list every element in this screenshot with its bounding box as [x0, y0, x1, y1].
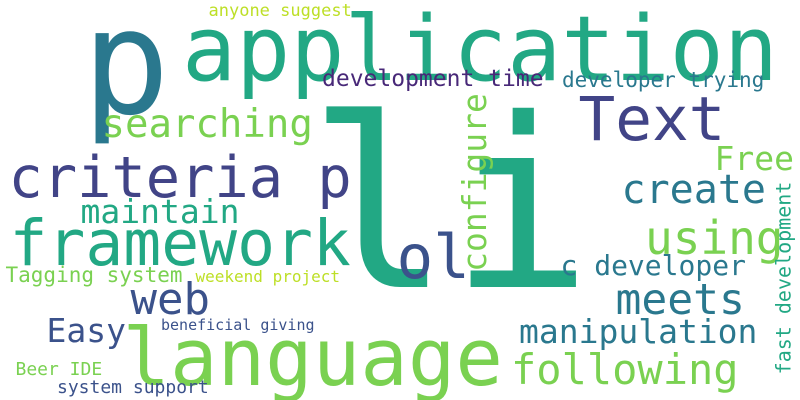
- word-ol: ol: [396, 221, 470, 293]
- word-free: Free: [714, 138, 794, 178]
- word-create: create: [621, 167, 767, 213]
- word-meets: meets: [615, 274, 745, 325]
- word-configure: configure: [454, 92, 494, 272]
- word-li: li: [308, 68, 593, 343]
- word-manipulation: manipulation: [519, 311, 758, 351]
- word-maintain: maintain: [80, 191, 240, 231]
- word-tagging-system: Tagging system: [5, 262, 183, 287]
- word-language: language: [122, 311, 504, 400]
- word-fast-development: fast development: [770, 181, 795, 375]
- word-text: Text: [578, 83, 726, 155]
- word-using: using: [645, 211, 784, 265]
- word-weekend-project: weekend project: [195, 267, 341, 286]
- word-web: web: [130, 274, 210, 325]
- word-system-support: system support: [57, 377, 209, 398]
- word-following: following: [511, 345, 739, 394]
- word-developer-trying: developer trying: [562, 67, 765, 92]
- word-p: p: [82, 0, 170, 148]
- word-anyone-suggest: anyone suggest: [208, 0, 352, 21]
- word-easy: Easy: [46, 310, 126, 350]
- word-searching: searching: [101, 101, 313, 147]
- word-beneficial-giving: beneficial giving: [161, 315, 315, 334]
- word-beer-ide: Beer IDE: [15, 359, 103, 380]
- word-framework: framework: [9, 206, 351, 280]
- word-development-time: development time: [322, 65, 544, 92]
- word-application: application: [182, 0, 779, 102]
- word-c-developer: c developer: [560, 249, 746, 282]
- word-criteria-p: criteria p: [8, 144, 352, 211]
